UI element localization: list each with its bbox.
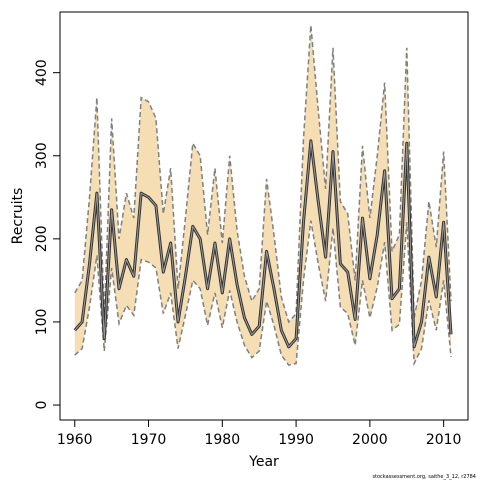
y-axis: 0 100 200 300 400 <box>34 59 60 410</box>
x-tick-label: 2010 <box>426 432 462 448</box>
upper-bound-line <box>74 25 452 324</box>
x-axis-label: Year <box>248 454 279 470</box>
x-tick-label: 1970 <box>131 432 167 448</box>
x-tick-label: 1960 <box>57 432 93 448</box>
y-tick-label: 200 <box>34 225 50 252</box>
confidence-band-layer <box>74 25 452 367</box>
x-axis: 1960 1970 1980 1990 2000 2010 <box>57 420 462 448</box>
y-tick-label: 400 <box>34 59 50 86</box>
y-tick-label: 0 <box>34 401 50 410</box>
confidence-band <box>74 25 452 366</box>
estimate-line-layer <box>73 139 453 349</box>
x-tick-label: 1990 <box>278 432 314 448</box>
footnote: stockassessment.org, saithe_3_12, r2784 <box>372 474 476 480</box>
x-tick-label: 2000 <box>352 432 388 448</box>
x-tick-label: 1980 <box>204 432 240 448</box>
estimate-line-core <box>74 140 452 348</box>
y-tick-label: 100 <box>34 309 50 336</box>
y-tick-label: 300 <box>34 142 50 169</box>
plot-frame <box>59 11 469 421</box>
y-axis-label: Recruits <box>10 188 26 245</box>
